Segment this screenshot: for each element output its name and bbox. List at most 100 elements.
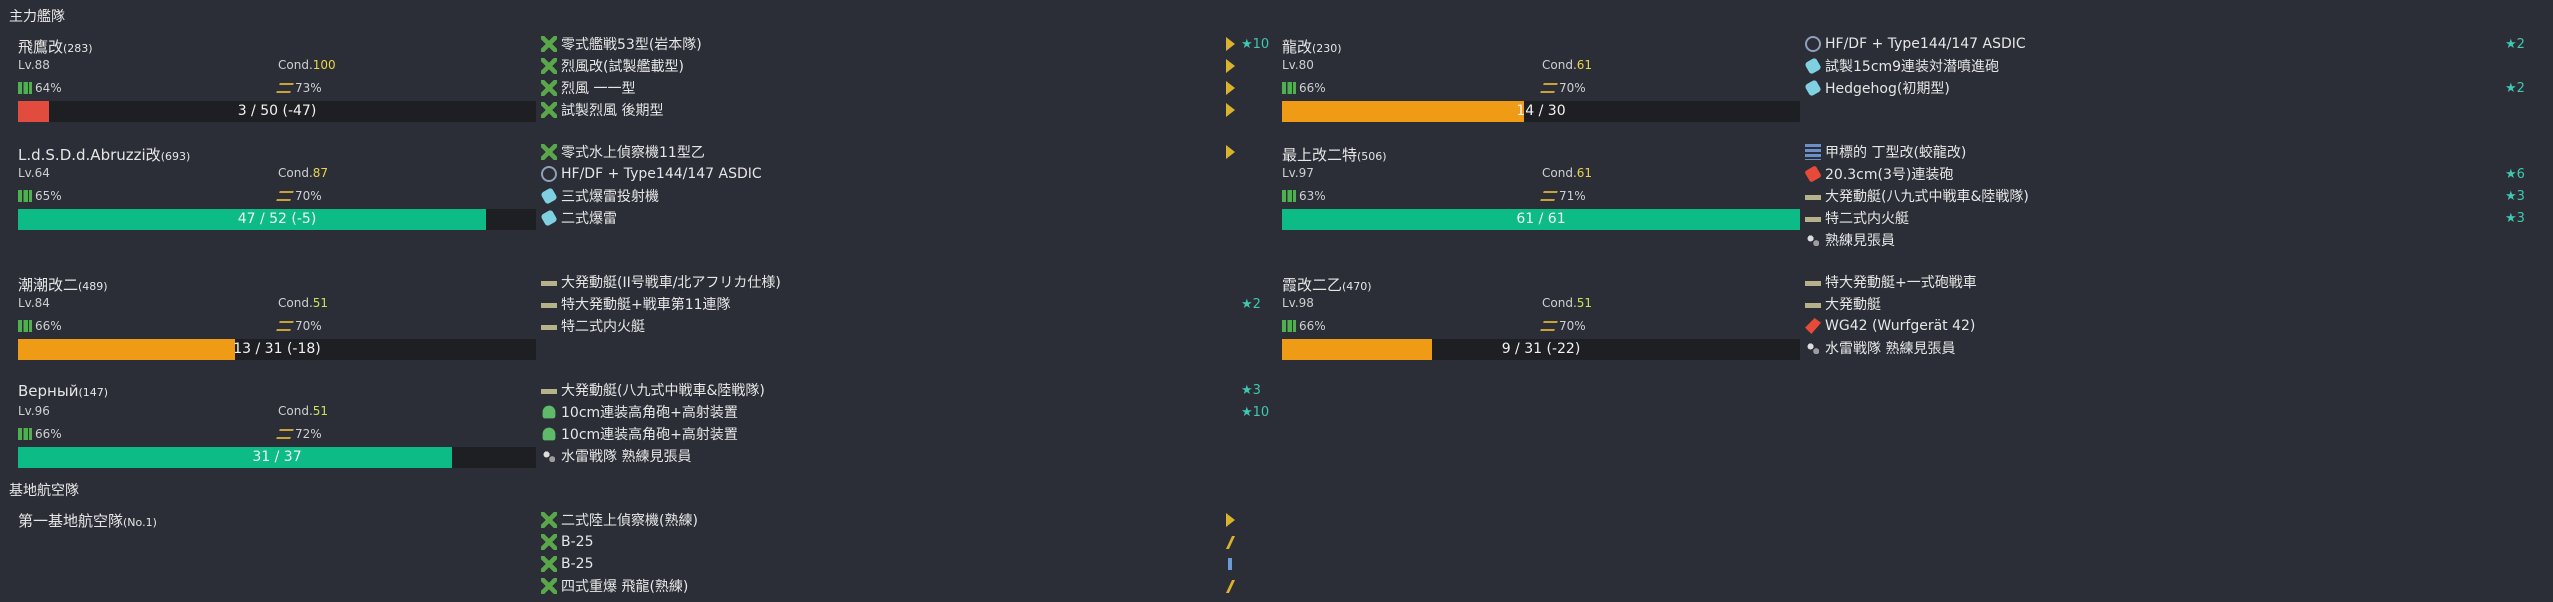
ship-name[interactable]: 最上改二特(506) xyxy=(1282,146,1387,164)
equipment-slot[interactable]: HF/DF + Type144/147 ASDIC ★2 xyxy=(1805,34,2525,54)
hp-bar-fill xyxy=(18,447,453,468)
ship-condition: Cond.51 xyxy=(1542,296,1593,310)
equipment-slot[interactable]: 水雷戦隊 熟練見張員 xyxy=(541,446,1241,466)
plane-icon xyxy=(541,80,557,96)
equipment-slot[interactable]: HF/DF + Type144/147 ASDIC xyxy=(541,164,1241,184)
equipment-name: 大発動艇 xyxy=(1825,297,1881,313)
ship-fuel: 66% xyxy=(1282,81,1326,95)
landing-craft-icon xyxy=(1805,296,1821,312)
proficiency-icon xyxy=(1223,144,1237,160)
improvement-level: ★3 xyxy=(2505,210,2525,226)
equipment-slot[interactable]: 試製15cm9連装対潜噴進砲 xyxy=(1804,56,2505,76)
ship-ammo: 70% xyxy=(1540,81,1586,95)
equipment-slot[interactable]: 大発動艇(八九式中戦車&陸戦隊) ★3 xyxy=(1805,186,2525,206)
ship-level: Lv.84 xyxy=(18,296,50,310)
ship-ammo: 70% xyxy=(276,319,322,333)
lbas-equipment-slot[interactable]: B-25 xyxy=(541,554,1241,574)
radar-icon xyxy=(1805,144,1821,160)
equipment-slot[interactable]: 烈風改(試製艦載型) xyxy=(541,56,1241,76)
equipment-slot[interactable]: 10cm連装高角砲+高射装置 ★10 xyxy=(541,402,1269,422)
proficiency-icon xyxy=(1223,512,1237,528)
equipment-slot[interactable]: 零式艦戦53型(岩本隊) ★10 xyxy=(541,34,1269,54)
ship-ammo: 73% xyxy=(276,81,322,95)
equipment-slot[interactable]: 三式爆雷投射機 xyxy=(540,186,1241,206)
equipment-slot[interactable]: 特大発動艇+戦車第11連隊 ★2 xyxy=(541,294,1261,314)
depth-charge-icon xyxy=(1804,79,1822,97)
landing-craft-icon xyxy=(1805,210,1821,226)
lbas-equipment-slot[interactable]: 四式重爆 飛龍(熟練) xyxy=(541,576,1241,596)
fuel-icon xyxy=(1282,82,1296,94)
ship-fuel: 66% xyxy=(18,427,62,441)
equipment-slot[interactable]: 大発動艇 xyxy=(1805,294,2505,314)
equipment-slot[interactable]: 零式水上偵察機11型乙 xyxy=(541,142,1241,162)
ship-level: Lv.80 xyxy=(1282,58,1314,72)
equipment-slot[interactable]: 二式爆雷 xyxy=(540,208,1241,228)
equipment-name: 甲標的 丁型改(蛟龍改) xyxy=(1825,145,1967,161)
ship-condition: Cond.100 xyxy=(278,58,336,72)
equipment-name: HF/DF + Type144/147 ASDIC xyxy=(1825,36,2026,52)
ship-ammo: 71% xyxy=(1540,189,1586,203)
hp-bar-fill xyxy=(18,209,487,230)
ship-fuel: 65% xyxy=(18,189,62,203)
ship-name[interactable]: 龍改(230) xyxy=(1282,38,1342,56)
landing-craft-icon xyxy=(541,318,557,334)
equipment-name: 三式爆雷投射機 xyxy=(561,189,659,205)
fleet-title: 主力艦隊 xyxy=(9,9,65,25)
equipment-slot[interactable]: 試製烈風 後期型 xyxy=(541,100,1241,120)
equipment-slot[interactable]: 特二式内火艇 ★3 xyxy=(1805,208,2525,228)
equipment-slot[interactable]: 特二式内火艇 xyxy=(541,316,1241,336)
ammo-icon xyxy=(276,83,294,93)
improvement-level: ★10 xyxy=(1241,404,1270,420)
ship-name[interactable]: Верный(147) xyxy=(18,382,109,400)
hp-bar: 31 / 37 xyxy=(18,447,536,468)
equipment-slot[interactable]: WG42 (Wurfgerät 42) xyxy=(1805,316,2505,336)
ship-id: (283) xyxy=(63,42,93,55)
equipment-slot[interactable]: 大発動艇(八九式中戦車&陸戦隊) ★3 xyxy=(541,380,1261,400)
equipment-slot[interactable]: 熟練見張員 xyxy=(1805,230,2505,250)
hp-bar: 14 / 30 xyxy=(1282,101,1800,122)
ship-condition: Cond.51 xyxy=(278,404,329,418)
equipment-name: 特二式内火艇 xyxy=(561,319,645,335)
ship-name[interactable]: 霞改二乙(470) xyxy=(1282,276,1372,294)
equipment-slot[interactable]: 烈風 一一型 xyxy=(541,78,1241,98)
lbas-equipment-slot[interactable]: B-25 xyxy=(541,532,1241,552)
ship-condition: Cond.61 xyxy=(1542,58,1593,72)
hp-bar-fill xyxy=(1282,209,1800,230)
ship-name[interactable]: 潮潮改二(489) xyxy=(18,276,108,294)
improvement-level: ★6 xyxy=(2505,166,2525,182)
plane-icon xyxy=(541,102,557,118)
equipment-name: 試製15cm9連装対潜噴進砲 xyxy=(1825,59,2000,75)
lbas-title: 基地航空隊 xyxy=(9,483,79,499)
ship-fuel: 64% xyxy=(18,81,62,95)
sonar-icon xyxy=(541,166,557,182)
ship-ammo: 70% xyxy=(276,189,322,203)
ship-fuel: 63% xyxy=(1282,189,1326,203)
equipment-slot[interactable]: 甲標的 丁型改(蛟龍改) xyxy=(1805,142,2505,162)
plane-icon xyxy=(541,578,557,594)
equipment-slot[interactable]: 10cm連装高角砲+高射装置 xyxy=(541,424,1241,444)
equipment-slot[interactable]: 水雷戦隊 熟練見張員 xyxy=(1805,338,2505,358)
proficiency-icon xyxy=(1223,36,1237,52)
equipment-slot[interactable]: 20.3cm(3号)連装砲 ★6 xyxy=(1804,164,2525,184)
equipment-name: 特大発動艇+一式砲戦車 xyxy=(1825,275,1977,291)
ship-ammo: 72% xyxy=(276,427,322,441)
ship-id: (470) xyxy=(1342,280,1372,293)
ship-name[interactable]: 飛鷹改(283) xyxy=(18,38,93,56)
equipment-slot[interactable]: 大発動艇(II号戦車/北アフリカ仕様) xyxy=(541,272,1241,292)
hp-text: 31 / 37 xyxy=(252,449,302,465)
aa-gun-icon xyxy=(542,405,556,419)
hp-bar: 13 / 31 (-18) xyxy=(18,339,536,360)
hp-bar: 3 / 50 (-47) xyxy=(18,101,536,122)
proficiency-icon xyxy=(1223,80,1237,96)
proficiency-icon xyxy=(1223,556,1237,572)
equipment-name: 特二式内火艇 xyxy=(1825,211,1909,227)
equipment-slot[interactable]: 特大発動艇+一式砲戦車 xyxy=(1805,272,2505,292)
ship-name[interactable]: L.d.S.D.d.Abruzzi改(693) xyxy=(18,146,191,164)
lbas-equipment-slot[interactable]: 二式陸上偵察機(熟練) xyxy=(541,510,1241,530)
hp-text: 13 / 31 (-18) xyxy=(233,341,321,357)
equipment-slot[interactable]: Hedgehog(初期型) ★2 xyxy=(1804,78,2525,98)
hp-text: 14 / 30 xyxy=(1516,103,1566,119)
ammo-icon xyxy=(1540,321,1558,331)
improvement-level: ★3 xyxy=(2505,188,2525,204)
landing-craft-icon xyxy=(541,382,557,398)
